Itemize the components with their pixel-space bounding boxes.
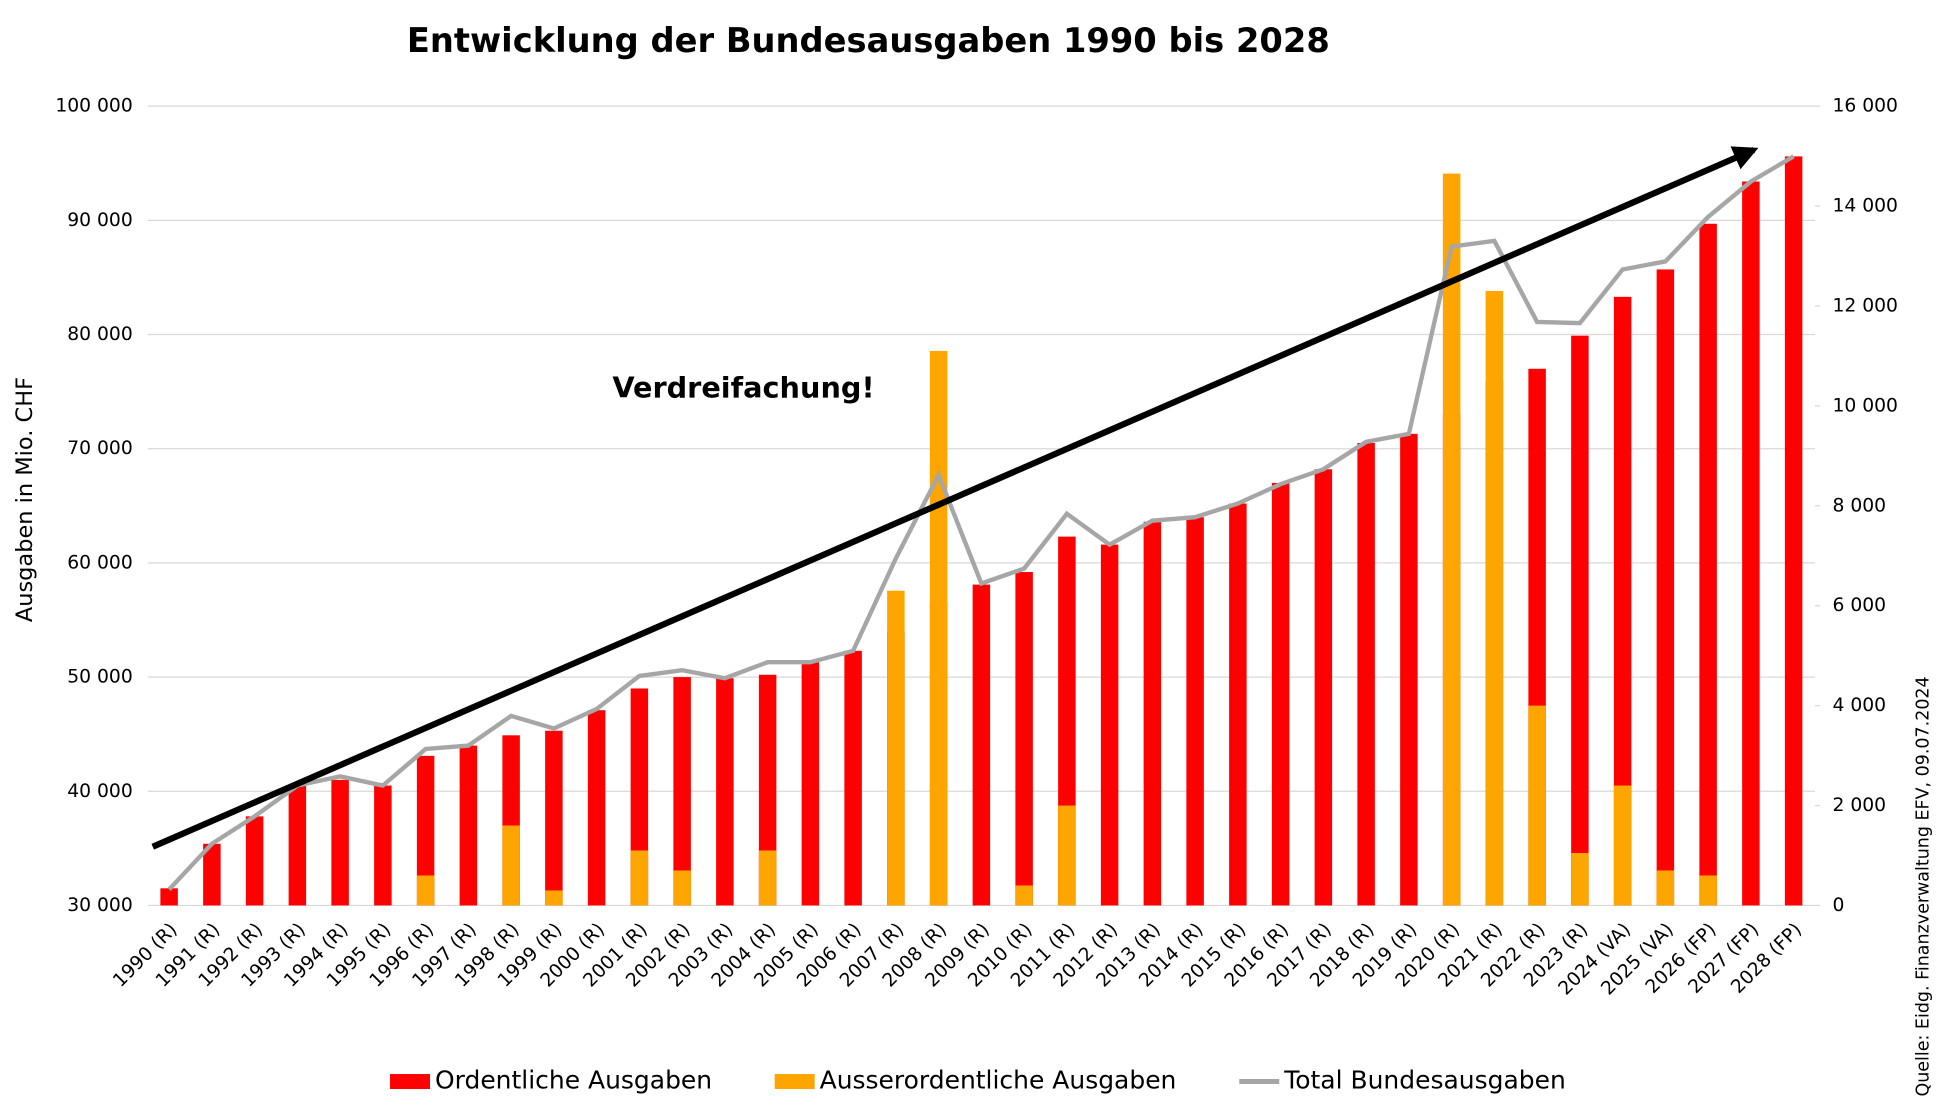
bar (1571, 335, 1589, 906)
bar (758, 850, 777, 906)
bar (1015, 885, 1033, 906)
y-tick-label: 60 000 (67, 552, 133, 573)
bar (1528, 705, 1546, 906)
bar (416, 755, 435, 906)
bar (716, 678, 734, 906)
bar (1229, 503, 1247, 906)
bar (1271, 482, 1290, 906)
bar (1058, 805, 1076, 906)
bar (160, 888, 178, 906)
bar (1613, 296, 1632, 906)
bar (673, 870, 691, 906)
bar (1656, 870, 1675, 906)
legend-label: Total Bundesausgaben (1283, 1066, 1566, 1095)
y-tick-label: 90 000 (67, 210, 133, 231)
y-tick-label: 70 000 (67, 438, 133, 459)
y2-tick-label: 6 000 (1832, 595, 1886, 616)
bar (1699, 223, 1717, 906)
bar (1613, 785, 1632, 906)
trend-arrow (151, 146, 1759, 850)
y2-tick-label: 8 000 (1832, 495, 1886, 516)
y2-tick-label: 2 000 (1832, 795, 1886, 816)
bar (887, 590, 905, 906)
bar (844, 650, 862, 906)
bar (1742, 181, 1760, 906)
bar (545, 890, 563, 906)
y2-tick-label: 0 (1832, 895, 1844, 916)
bar (245, 816, 264, 906)
bar (587, 710, 606, 906)
y-tick-label: 30 000 (67, 895, 133, 916)
chart-title: Entwicklung der Bundesausgaben 1990 bis … (407, 21, 1330, 60)
bar (1784, 156, 1803, 906)
bar (331, 779, 349, 906)
bar (1485, 290, 1504, 906)
bar (929, 350, 948, 906)
bar (630, 850, 649, 906)
bar (801, 662, 820, 906)
plot-area: 30 000 40 000 50 000 60 000 70 000 80 000 90 0… (55, 96, 1898, 1095)
bar (203, 843, 221, 906)
bar (1400, 433, 1418, 906)
y-tick-label: 50 000 (67, 667, 133, 688)
bar (673, 677, 691, 906)
bar (1656, 269, 1675, 906)
bar (972, 584, 991, 906)
legend-label: Ausserordentliche Ausgaben (820, 1066, 1177, 1095)
bar (758, 674, 777, 906)
bar (1143, 521, 1162, 906)
y2-tick-label: 14 000 (1832, 196, 1898, 217)
bar (1357, 442, 1375, 906)
y2-tick-label: 16 000 (1832, 96, 1898, 117)
bar (374, 785, 392, 906)
bar (1314, 469, 1333, 906)
y-axis-label: Ausgaben in Mio. CHF (12, 377, 38, 622)
y-tick-label: 100 000 (55, 96, 132, 117)
y2-tick-label: 12 000 (1832, 295, 1898, 316)
bar (502, 825, 520, 906)
bar (459, 745, 478, 906)
y2-tick-label: 4 000 (1832, 695, 1886, 716)
bar (288, 785, 307, 906)
bar (1699, 875, 1717, 906)
bar (1015, 572, 1033, 906)
bar (1571, 852, 1589, 906)
legend-swatch (390, 1074, 430, 1090)
source-note: Quelle: Eidg. Finanzverwaltung EFV, 09.0… (1914, 676, 1934, 1096)
bar (545, 730, 563, 906)
y-tick-label: 80 000 (67, 324, 133, 345)
annotation: Verdreifachung! (612, 371, 874, 405)
legend-label: Ordentliche Ausgaben (435, 1066, 712, 1095)
legend-swatch (774, 1074, 815, 1090)
bar (1442, 173, 1461, 906)
y2-tick-label: 10 000 (1832, 395, 1898, 416)
line (167, 154, 1795, 891)
bar (1186, 517, 1204, 906)
bar (1100, 544, 1119, 906)
bar (416, 875, 435, 906)
y-tick-label: 40 000 (67, 781, 133, 802)
